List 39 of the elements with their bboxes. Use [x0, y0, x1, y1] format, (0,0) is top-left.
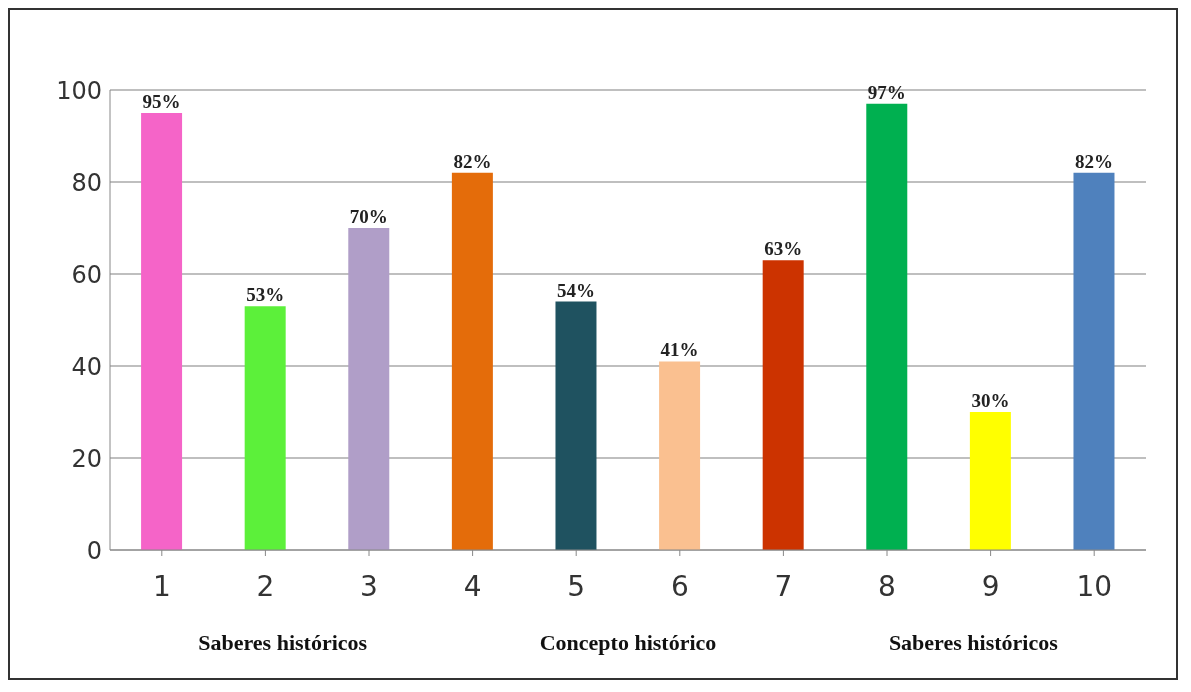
data-label: 53%	[246, 284, 285, 306]
text: Saberes históricos	[887, 630, 1059, 656]
data-label: 95%	[142, 91, 181, 112]
data-label: 82%	[1074, 150, 1113, 172]
data-label: 70%	[349, 206, 388, 227]
data-label: 97%	[867, 81, 906, 103]
x-tick-label: 6	[670, 569, 689, 603]
bar	[659, 361, 701, 550]
bar	[555, 301, 597, 550]
x-tick-label: 1	[152, 569, 171, 603]
x-tick-label: 5	[567, 569, 586, 603]
x-tick-label: 9	[981, 569, 1000, 603]
data-label: 30%	[971, 390, 1010, 411]
y-tick-label: 60	[71, 260, 102, 289]
bar	[244, 306, 286, 550]
y-tick-label: 100	[56, 76, 102, 105]
bar	[969, 412, 1011, 550]
data-label: 41%	[660, 339, 699, 361]
x-tick-label: 2	[256, 569, 275, 603]
bar	[451, 172, 493, 550]
data-label: 54%	[556, 279, 595, 301]
y-tick-label: 0	[86, 536, 102, 565]
data-label: 63%	[764, 238, 803, 260]
data-label: 82%	[453, 150, 492, 172]
y-tick-label: 40	[71, 352, 102, 381]
bar	[762, 260, 804, 550]
bar	[866, 103, 908, 550]
x-tick-label: 10	[1076, 569, 1113, 603]
text: Concepto histórico	[538, 630, 718, 656]
y-tick-label: 80	[71, 168, 102, 197]
x-tick-label: 4	[463, 569, 482, 603]
bar	[1073, 172, 1115, 550]
bar	[141, 113, 183, 550]
x-tick-label: 7	[774, 569, 793, 603]
bar	[348, 228, 390, 550]
y-tick-label: 20	[71, 444, 102, 473]
x-tick-label: 3	[360, 569, 378, 603]
x-tick-label: 8	[878, 569, 896, 603]
text: Saberes históricos	[197, 630, 369, 656]
